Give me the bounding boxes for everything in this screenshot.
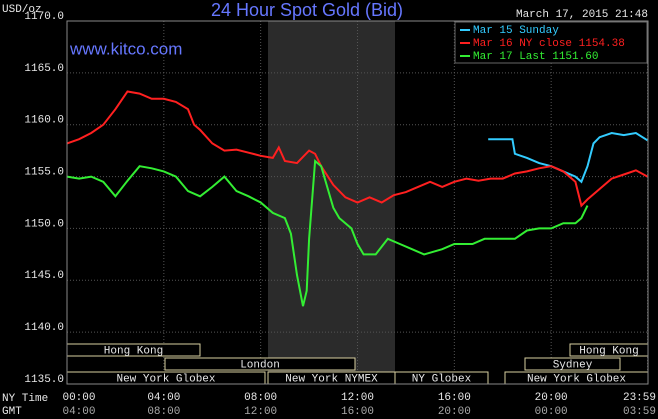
x-tick-label-gmt: 20:00 [438, 406, 471, 418]
legend-label: Mar 15 Sunday [473, 25, 559, 37]
x-tick-label-gmt: 08:00 [147, 406, 180, 418]
series-line [488, 131, 649, 184]
x-row-label: NY Time [2, 393, 48, 405]
x-tick-label: 04:00 [147, 392, 180, 404]
legend-label: Mar 16 NY close 1154.38 [473, 38, 625, 50]
session-label: New York Globex [116, 373, 215, 385]
watermark: www.kitco.com [69, 39, 182, 58]
session-label: New York NYMEX [285, 373, 378, 385]
y-tick-label: 1170.0 [24, 11, 64, 23]
series-line [66, 90, 648, 208]
x-tick-label: 16:00 [438, 392, 471, 404]
x-row-label: GMT [2, 406, 22, 418]
session-label: Hong Kong [579, 345, 638, 357]
y-axis-label: USD/oz [2, 4, 42, 16]
x-tick-label: 00:00 [62, 392, 95, 404]
x-tick-label-gmt: 03:59 [623, 406, 656, 418]
plot-frame [66, 20, 649, 385]
session-label: Hong Kong [104, 345, 163, 357]
session-label: Sydney [553, 359, 593, 371]
y-tick-label: 1140.0 [24, 322, 64, 334]
x-tick-label-gmt: 00:00 [535, 406, 568, 418]
x-tick-label: 12:00 [341, 392, 374, 404]
session-box [164, 357, 356, 371]
chart-title: 24 Hour Spot Gold (Bid) [211, 0, 403, 20]
x-tick-label-gmt: 16:00 [341, 406, 374, 418]
session-label: NY Globex [412, 373, 472, 385]
series-line [66, 158, 589, 307]
sessions: Hong Kong London New York Globex New York N… [66, 343, 649, 385]
y-tick-label: 1165.0 [24, 63, 64, 75]
x-tick-label-gmt: 04:00 [62, 406, 95, 418]
x-tick-label: 08:00 [244, 392, 277, 404]
session-label: New York Globex [527, 373, 626, 385]
legend [454, 21, 648, 64]
y-tick-label: 1145.0 [24, 270, 64, 282]
session-label: London [240, 359, 280, 371]
y-tick-label: 1150.0 [24, 218, 64, 230]
y-tick-label: 1160.0 [24, 115, 64, 127]
timestamp: March 17, 2015 21:48 [516, 9, 648, 21]
legend-label: Mar 17 Last 1151.60 [473, 51, 598, 63]
x-tick-label: 23:59 [623, 392, 656, 404]
x-tick-label-gmt: 12:00 [244, 406, 277, 418]
x-tick-label: 20:00 [535, 392, 568, 404]
y-tick-label: 1135.0 [24, 374, 64, 386]
lines [66, 90, 649, 307]
session-box [524, 357, 621, 371]
y-tick-label: 1155.0 [24, 166, 64, 178]
